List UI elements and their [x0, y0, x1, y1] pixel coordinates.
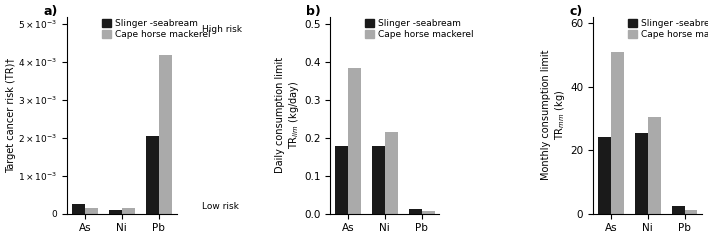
Y-axis label: Target cancer risk (TR)†: Target cancer risk (TR)†	[6, 58, 16, 173]
Y-axis label: Daily consumption limit
TR$_{lim}$ (kg/day): Daily consumption limit TR$_{lim}$ (kg/d…	[275, 57, 301, 173]
Text: a): a)	[43, 5, 57, 18]
Bar	[672, 206, 685, 214]
Bar	[159, 54, 171, 214]
Y-axis label: Monthly consumption limit
TR$_{mm}$ (kg): Monthly consumption limit TR$_{mm}$ (kg)	[542, 50, 567, 180]
Text: c): c)	[569, 5, 582, 18]
Bar	[421, 211, 435, 214]
Bar	[335, 146, 348, 214]
Text: Low risk: Low risk	[202, 202, 239, 212]
Bar	[685, 210, 697, 214]
Bar	[372, 146, 384, 214]
Bar	[146, 136, 159, 214]
Bar	[122, 208, 135, 214]
Text: High risk: High risk	[202, 25, 242, 34]
Bar	[598, 137, 611, 214]
Bar	[648, 117, 661, 214]
Bar	[611, 52, 624, 214]
Bar	[384, 132, 398, 214]
Legend: Slinger -seabream, Cape horse mackerel: Slinger -seabream, Cape horse mackerel	[102, 19, 210, 39]
Bar	[85, 208, 98, 214]
Bar	[635, 133, 648, 214]
Text: b): b)	[306, 5, 321, 18]
Bar	[409, 209, 421, 214]
Legend: Slinger -seabream, Cape horse mackerel: Slinger -seabream, Cape horse mackerel	[365, 19, 474, 39]
Bar	[348, 68, 361, 214]
Bar	[109, 210, 122, 214]
Legend: Slinger -seabream, Cape horse mackerel: Slinger -seabream, Cape horse mackerel	[628, 19, 708, 39]
Bar	[72, 204, 85, 214]
